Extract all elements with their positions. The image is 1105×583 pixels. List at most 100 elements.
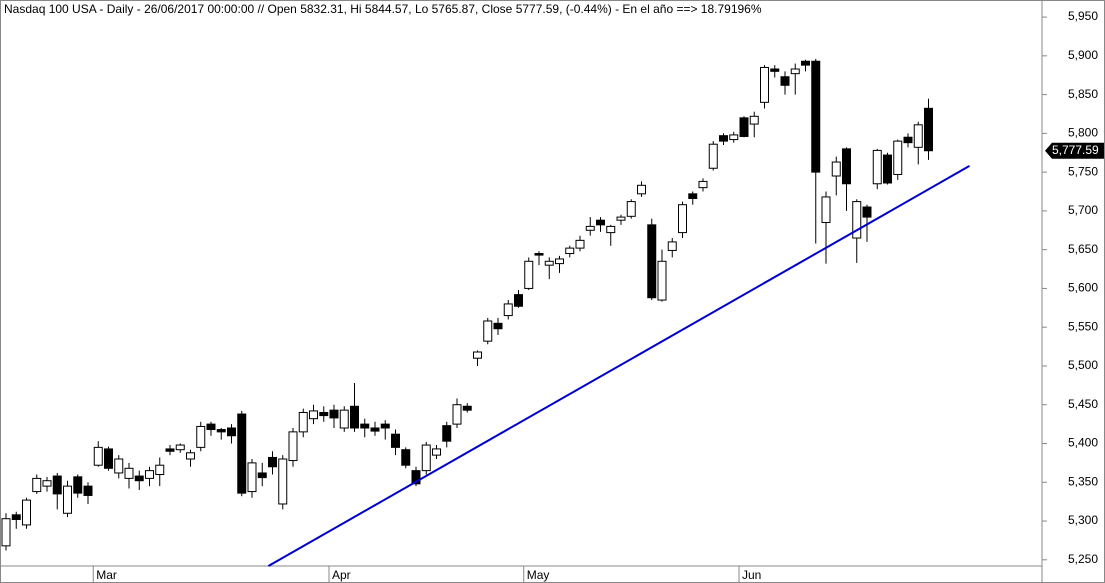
- candle-body: [514, 294, 523, 307]
- y-tick-label: 5,700: [1068, 203, 1098, 217]
- candle-body: [319, 411, 329, 417]
- candle-body: [637, 184, 646, 195]
- candle-body: [647, 224, 657, 299]
- candle-body: [309, 410, 318, 420]
- candle-body: [729, 134, 739, 141]
- trendline: [267, 165, 970, 567]
- candle-body: [852, 201, 862, 239]
- candle-body: [63, 485, 72, 514]
- candle-body: [155, 464, 165, 476]
- candle-body: [842, 148, 851, 185]
- candle-body: [391, 433, 400, 448]
- y-tick-label: 5,500: [1068, 358, 1098, 372]
- y-tick-label: 5,600: [1068, 281, 1098, 295]
- y-tick-label: 5,450: [1068, 397, 1098, 411]
- candle-body: [124, 467, 134, 479]
- candle-body: [1, 518, 11, 547]
- candle-body: [780, 76, 790, 86]
- y-tick-label: 5,950: [1068, 9, 1098, 23]
- candle-body: [268, 456, 277, 468]
- candle-body: [247, 462, 257, 493]
- candle-body: [411, 470, 421, 485]
- candle-body: [339, 409, 349, 429]
- candle-body: [360, 423, 370, 429]
- candle-body: [883, 154, 892, 184]
- candle-body: [145, 470, 154, 479]
- candle-body: [739, 117, 749, 137]
- candle-body: [596, 219, 605, 226]
- candle-body: [104, 448, 113, 469]
- candle-body: [790, 68, 800, 75]
- x-tick-label: May: [527, 568, 550, 582]
- candle-body: [216, 429, 226, 433]
- candle-body: [893, 140, 903, 175]
- candle-body: [493, 322, 503, 330]
- y-tick-label: 5,550: [1068, 319, 1098, 333]
- candle-body: [801, 60, 810, 66]
- candle-body: [380, 423, 390, 429]
- candle-body: [175, 444, 185, 451]
- candle-body: [555, 258, 564, 265]
- candle-body: [134, 475, 144, 482]
- y-tick-label: 5,400: [1068, 436, 1098, 450]
- candle-body: [544, 260, 554, 266]
- candle-body: [616, 216, 626, 221]
- candle-body: [22, 499, 31, 526]
- candle-body: [924, 107, 933, 152]
- chart-title: Nasdaq 100 USA - Daily - 26/06/2017 00:0…: [4, 2, 762, 16]
- candle-body: [719, 135, 728, 142]
- candle-body: [749, 115, 759, 125]
- candle-body: [872, 149, 882, 185]
- candle-body: [831, 161, 841, 177]
- candle-body: [473, 351, 482, 359]
- candle-body: [503, 303, 513, 317]
- candle-body: [11, 514, 21, 520]
- candle-body: [657, 260, 667, 301]
- candle-body: [483, 320, 493, 342]
- y-tick-label: 5,750: [1068, 164, 1098, 178]
- candle-body: [93, 446, 103, 466]
- candle-body: [278, 458, 288, 505]
- candle-body: [370, 427, 380, 432]
- candle-body: [114, 458, 124, 474]
- y-tick-label: 5,300: [1068, 513, 1098, 527]
- candle-body: [227, 427, 236, 437]
- candle-body: [432, 448, 441, 456]
- candle-body: [298, 411, 308, 433]
- candle-body: [329, 409, 339, 419]
- candle-body: [565, 247, 575, 255]
- candle-body: [52, 475, 62, 495]
- candle-body: [452, 404, 462, 425]
- candle-body: [903, 136, 913, 144]
- candle-body: [350, 405, 359, 429]
- candle-body: [401, 449, 411, 466]
- x-tick-label: Apr: [332, 568, 351, 582]
- candle-body: [206, 423, 216, 431]
- last-price-box: [1045, 142, 1104, 159]
- y-tick-label: 5,850: [1068, 87, 1098, 101]
- candle-body: [698, 180, 708, 189]
- candle-body: [862, 206, 872, 218]
- candle-body: [165, 448, 175, 452]
- candle-body: [821, 196, 831, 224]
- candle-body: [196, 425, 206, 448]
- last-price-label: 5,777.59: [1052, 143, 1099, 157]
- candle-body: [534, 253, 544, 256]
- candle-body: [288, 431, 298, 462]
- candle-body: [73, 476, 83, 494]
- candle-body: [760, 66, 769, 103]
- y-tick-label: 5,800: [1068, 126, 1098, 140]
- y-tick-label: 5,650: [1068, 242, 1098, 256]
- y-tick-label: 5,350: [1068, 474, 1098, 488]
- candle-body: [913, 124, 923, 148]
- candle-body: [708, 143, 718, 169]
- x-tick-label: Jun: [742, 568, 761, 582]
- y-tick-label: 5,900: [1068, 48, 1098, 62]
- candle-body: [462, 405, 472, 411]
- candle-body: [32, 477, 42, 493]
- candle-body: [811, 60, 821, 173]
- candle-body: [626, 201, 636, 217]
- x-tick-label: Mar: [96, 568, 117, 582]
